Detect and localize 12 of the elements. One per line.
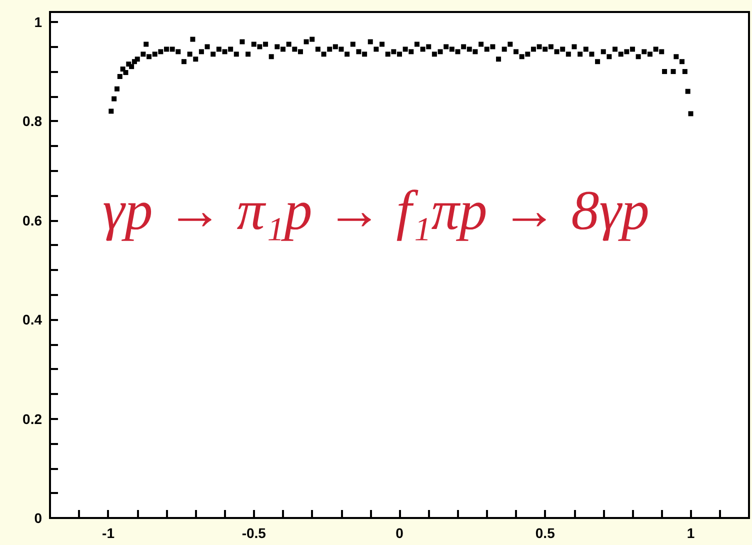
x-tick-label: 0.5 <box>535 525 556 541</box>
x-tick-label: -0.5 <box>242 525 266 541</box>
y-tick-label: 0.6 <box>22 212 42 228</box>
y-tick-label: 0.8 <box>22 113 42 130</box>
y-tick-label: 0 <box>34 510 42 526</box>
annotation: γp → π₁p → f₁πp → 8γp <box>102 180 650 242</box>
x-tick-label: -1 <box>102 525 115 541</box>
x-tick-label: 1 <box>686 525 695 541</box>
y-tick-label: 0.2 <box>22 410 42 427</box>
x-tick-label: 0 <box>396 525 404 541</box>
y-tick-label: 1 <box>34 14 42 30</box>
y-tick-label: 0.4 <box>22 312 42 328</box>
